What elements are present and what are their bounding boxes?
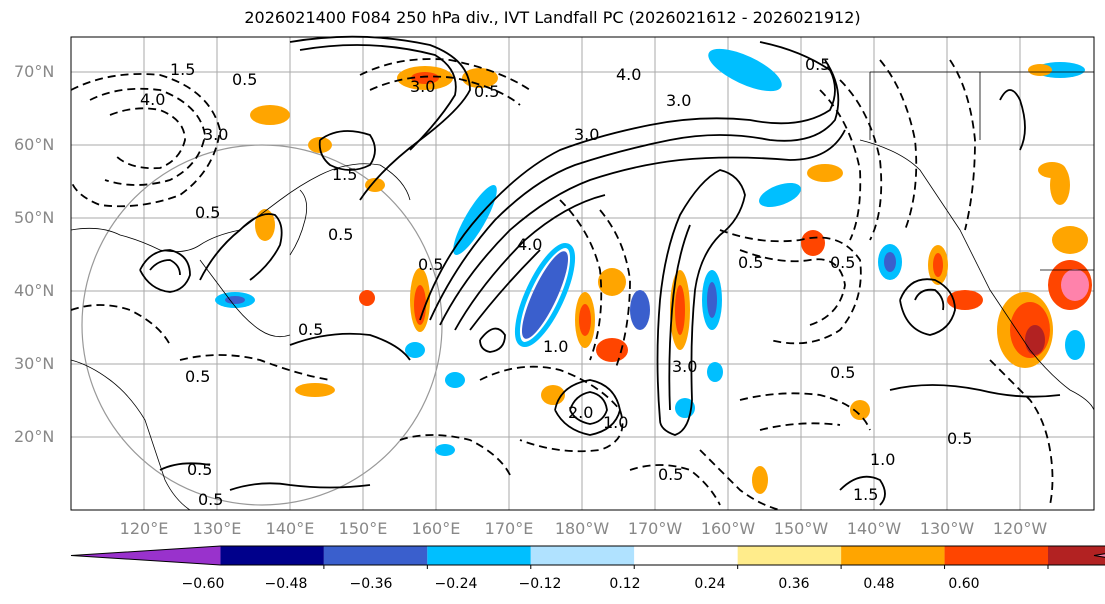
contour-label: 0.5 [328,225,353,244]
contour-label: 4.0 [616,65,641,84]
contour-label: 3.0 [203,125,228,144]
colorbar-tick: −0.36 [349,576,393,592]
contour-label: 0.5 [658,465,683,484]
contour-label: 0.5 [738,253,763,272]
contour-label: 3.0 [666,91,691,110]
contour-label: 0.5 [947,429,972,448]
contour-label: 0.5 [195,203,220,222]
lat-label: 70°N [14,62,55,81]
lon-label: 160°W [700,519,756,538]
colorbar-tick: 0.36 [778,576,810,592]
contour-label: 0.5 [830,253,855,272]
graticule [71,37,1094,510]
contour-label: 3.0 [574,125,599,144]
colorbar-tick: −0.24 [434,576,478,592]
lon-label: 150°W [773,519,829,538]
colorbar-tick: −0.60 [181,576,225,592]
contour-label: 0.5 [185,367,210,386]
contour-label: 0.5 [830,363,855,382]
contour-label: 1.0 [543,337,568,356]
divergence-shading [215,48,1092,494]
lon-label: 140°W [846,519,902,538]
contour-label: 4.0 [140,90,165,109]
lat-label: 30°N [14,354,55,373]
map-title: 2026021400 F084 250 hPa div., IVT Landfa… [244,8,861,27]
lat-label: 40°N [14,281,55,300]
contour-label: 2.0 [568,403,593,422]
contour-label: 0.5 [805,55,830,74]
lon-label: 150°E [338,519,388,538]
lon-label: 120°W [992,519,1048,538]
colorbar-tick: −0.12 [518,576,562,592]
lon-label: 170°E [484,519,534,538]
contour-label: 0.5 [198,490,223,509]
colorbar-tick: 0.48 [863,576,895,592]
contour-label: 4.0 [517,235,542,254]
contour-label: 1.0 [603,413,628,432]
colorbar-tick: 0.12 [609,576,641,592]
lat-label: 50°N [14,208,55,227]
colorbar-tick: −0.48 [264,576,308,592]
lon-label: 130°W [919,519,975,538]
lon-label: 130°E [192,519,242,538]
lon-label: 160°E [411,519,461,538]
contour-label: 0.5 [474,82,499,101]
contour-label: 1.5 [332,165,357,184]
contour-label: 1.5 [853,485,878,504]
ivt-dashed-contours [70,58,1054,511]
lon-label: 180°W [554,519,610,538]
contour-label: 3.0 [410,77,435,96]
map-frame [70,36,1095,511]
colorbar-tick: 0.24 [694,576,726,592]
contour-label: 0.5 [232,70,257,89]
lat-label: 20°N [14,427,55,446]
ivt-solid-contours [139,35,1061,506]
coastlines [70,71,1095,511]
lat-label: 60°N [14,135,55,154]
lon-label: 170°W [627,519,683,538]
contour-label: 1.0 [870,450,895,469]
contour-labels: 1.5 0.5 4.0 3.0 0.5 3.0 4.0 3.0 0.5 1.5 … [140,55,972,509]
contour-label: 0.5 [187,460,212,479]
colorbar-tick: 0.60 [948,576,980,592]
contour-label: 3.0 [672,357,697,376]
lon-label: 120°E [119,519,169,538]
contour-label: 1.5 [170,60,195,79]
lon-label: 140°E [265,519,315,538]
radius-circle [81,144,443,506]
contour-label: 0.5 [418,255,443,274]
contour-label: 0.5 [298,320,323,339]
